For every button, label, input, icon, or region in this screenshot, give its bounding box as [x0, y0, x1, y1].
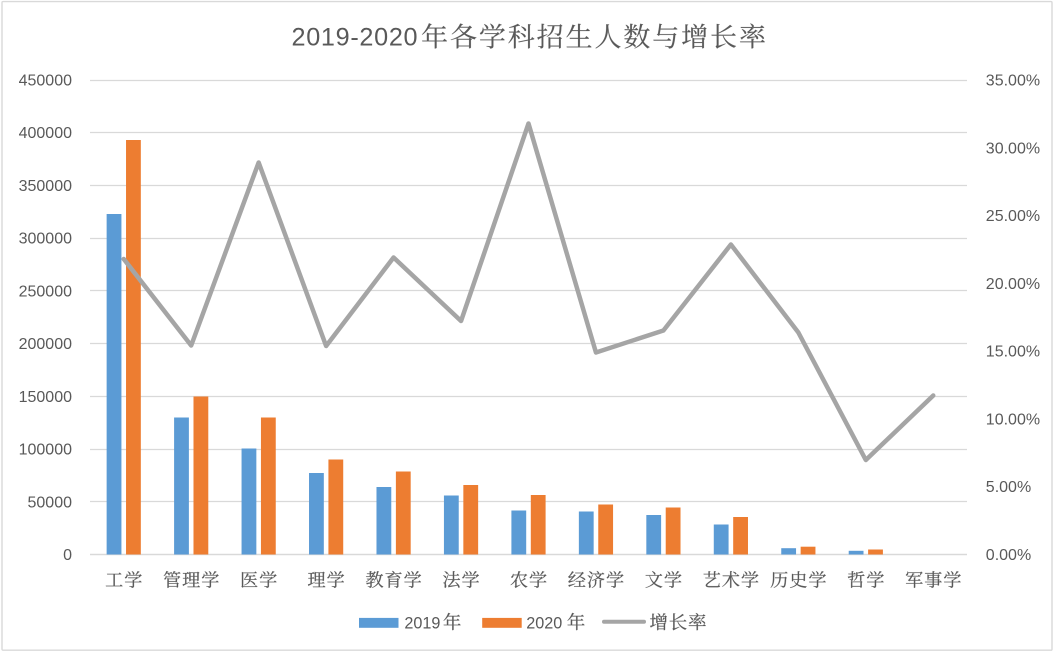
svg-text:350000: 350000	[19, 178, 72, 195]
svg-text:5.00%: 5.00%	[986, 479, 1031, 496]
svg-text:450000: 450000	[19, 73, 72, 90]
svg-text:150000: 150000	[19, 389, 72, 406]
svg-text:30.00%: 30.00%	[986, 140, 1040, 157]
svg-text:50000: 50000	[28, 494, 73, 511]
svg-text:0: 0	[63, 547, 72, 564]
svg-text:2020: 2020	[526, 614, 562, 632]
svg-text:15.00%: 15.00%	[986, 344, 1040, 361]
svg-text:400000: 400000	[19, 125, 72, 142]
svg-text:10.00%: 10.00%	[986, 411, 1040, 428]
svg-text:100000: 100000	[19, 442, 72, 459]
svg-text:20.00%: 20.00%	[986, 276, 1040, 293]
svg-text:250000: 250000	[19, 283, 72, 300]
svg-text:0.00%: 0.00%	[986, 547, 1031, 564]
svg-text:2019: 2019	[404, 614, 440, 632]
svg-text:200000: 200000	[19, 336, 72, 353]
svg-text:2019-2020: 2019-2020	[292, 24, 419, 52]
svg-text:25.00%: 25.00%	[986, 208, 1040, 225]
svg-text:300000: 300000	[19, 231, 72, 248]
svg-text:35.00%: 35.00%	[986, 73, 1040, 90]
